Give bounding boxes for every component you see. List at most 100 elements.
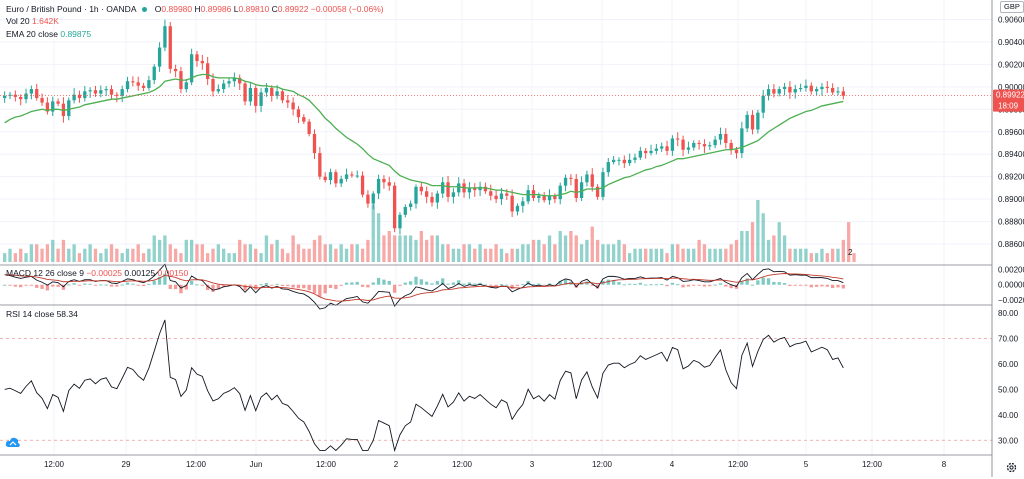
volume-bar: [558, 231, 562, 262]
macd-histogram-bar: [408, 281, 413, 285]
time-tick-label: 12:00: [592, 460, 613, 469]
macd-histogram-bar: [328, 284, 333, 288]
macd-histogram-bar: [152, 280, 156, 285]
macd-histogram-bar: [312, 284, 317, 294]
exchange: OANDA: [106, 4, 137, 14]
candle-body: [243, 83, 247, 102]
macd-histogram-bar: [350, 282, 354, 285]
candle-body: [729, 142, 733, 150]
macd-histogram-bar: [478, 282, 482, 285]
candle-body: [676, 138, 680, 140]
interval[interactable]: 1h: [89, 4, 99, 14]
macd-histogram-bar: [649, 284, 653, 286]
macd-histogram-bar: [740, 280, 744, 285]
volume-bar: [814, 253, 819, 262]
last-price-value: 0.89922: [996, 91, 1024, 100]
volume-bar: [259, 253, 263, 262]
volume-bar: [772, 235, 776, 262]
candle-body: [761, 95, 765, 113]
macd-histogram-bar: [446, 283, 450, 285]
volume-bar: [115, 248, 119, 262]
volume-bar: [766, 239, 771, 262]
macd-histogram-bar: [745, 278, 749, 285]
candle-body: [238, 77, 242, 84]
rsi-legend[interactable]: RSI 14 close 58.34: [6, 308, 78, 320]
volume-bar: [3, 253, 7, 262]
volume-bar: [184, 239, 188, 262]
currency-badge[interactable]: GBP: [1000, 1, 1024, 13]
candle-body: [189, 54, 194, 83]
macd-histogram-bar: [622, 284, 626, 286]
volume-bar: [286, 253, 290, 262]
macd-histogram-bar: [318, 284, 322, 297]
volume-bar: [537, 239, 541, 262]
candle-body: [441, 182, 445, 194]
candle-body: [585, 174, 589, 183]
high-value: 0.89986: [200, 4, 232, 14]
candle-body: [35, 89, 39, 99]
macd-histogram-bar: [366, 284, 370, 288]
time-tick-label: 12:00: [862, 460, 883, 469]
symbol-name[interactable]: Euro / British Pound: [6, 4, 82, 14]
rsi-tick-label: 30.00: [998, 436, 1019, 445]
macd-histogram-bar: [125, 282, 130, 285]
volume-marker: 2: [848, 248, 853, 257]
volume-bar: [35, 244, 39, 262]
macd-histogram-bar: [644, 284, 648, 286]
macd-histogram-bar: [302, 284, 306, 289]
macd-histogram-bar: [120, 284, 124, 286]
volume-bar: [451, 248, 456, 262]
volume-bar: [660, 248, 664, 262]
macd-histogram-bar: [131, 283, 135, 285]
volume-bar: [141, 253, 146, 262]
candle-body: [40, 98, 44, 103]
volume-bar: [355, 244, 359, 262]
macd-label: MACD 12 26 close 9: [6, 268, 84, 278]
cloud-icon[interactable]: [5, 436, 21, 448]
rsi-pane: [0, 319, 992, 453]
volume-bar: [232, 253, 237, 262]
macd-histogram-bar: [275, 283, 279, 285]
macd-histogram-bar: [104, 284, 108, 286]
macd-histogram-bar: [825, 284, 829, 287]
macd-histogram-bar: [660, 284, 664, 286]
candle-body: [45, 102, 50, 112]
macd-line: [4, 263, 844, 310]
settings-gear-icon[interactable]: [1005, 461, 1018, 474]
macd-tick-label: 0.00000: [998, 281, 1024, 290]
candle-body: [457, 183, 461, 193]
macd-histogram-bar: [35, 284, 39, 288]
volume-bar: [676, 244, 680, 262]
candle-body: [505, 193, 509, 196]
volume-bar: [820, 248, 824, 262]
volume-bar: [590, 226, 594, 262]
macd-histogram-bar: [473, 283, 477, 285]
macd-histogram-bar: [654, 284, 659, 286]
candle-body: [467, 187, 472, 193]
volume-bar: [307, 248, 311, 262]
macd-legend[interactable]: MACD 12 26 close 9 −0.00025 0.00125 0.00…: [6, 267, 188, 279]
candle-body: [195, 54, 199, 62]
macd-histogram-bar: [216, 284, 220, 290]
candle-body: [51, 101, 55, 112]
volume-bar: [376, 213, 381, 262]
macd-histogram-bar: [355, 281, 359, 285]
ema-legend[interactable]: EMA 20 close 0.89875: [6, 28, 91, 40]
macd-histogram-bar: [206, 284, 210, 290]
macd-histogram-bar: [296, 284, 301, 289]
volume-bar: [686, 248, 691, 262]
candle-body: [825, 86, 829, 88]
candle-body: [323, 176, 327, 181]
volume-bar: [494, 244, 498, 262]
volume-bar: [323, 244, 327, 262]
candlesticks: [3, 19, 845, 235]
macd-histogram-bar: [419, 279, 423, 285]
candle-body: [77, 94, 82, 99]
volume-legend[interactable]: Vol 20 1.642K: [6, 15, 59, 27]
candle-body: [692, 142, 696, 148]
rsi-value: 58.34: [56, 309, 78, 319]
volume-bar: [457, 248, 461, 262]
